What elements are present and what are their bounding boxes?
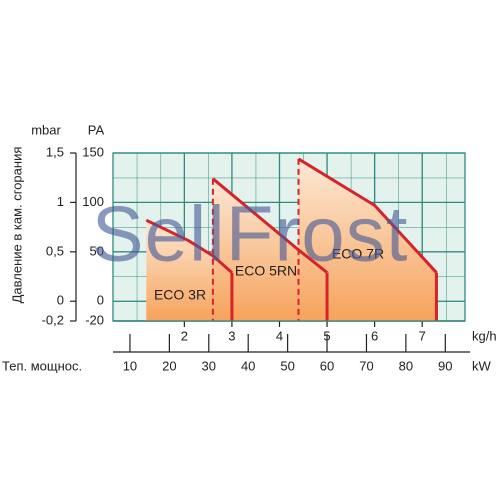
y-tick-label: 100 bbox=[82, 194, 104, 209]
y2-tick-label: 0,5 bbox=[46, 243, 64, 258]
series-label: ECO 3R bbox=[154, 287, 206, 303]
y-tick-label: -20 bbox=[85, 312, 104, 327]
x-unit: kg/h bbox=[472, 328, 497, 343]
x2-tick-label: 70 bbox=[359, 358, 373, 373]
y2-tick-label: 1 bbox=[57, 194, 64, 209]
y-axis-label: Давление в кам. сгорания bbox=[9, 147, 24, 304]
y2-tick-label: -0,2 bbox=[42, 312, 64, 327]
y-tick-label: 50 bbox=[90, 243, 104, 258]
area-fill bbox=[146, 220, 232, 321]
x2-tick-label: 30 bbox=[202, 358, 216, 373]
y2-tick-label: 0 bbox=[57, 293, 64, 308]
area-line bbox=[145, 218, 233, 274]
x2-tick-label: 10 bbox=[123, 358, 137, 373]
y2-tick-label: 1,5 bbox=[46, 144, 64, 159]
x-tick-label: 2 bbox=[181, 328, 188, 343]
x2-tick-label: 40 bbox=[241, 358, 255, 373]
x2-tick-label: 60 bbox=[320, 358, 334, 373]
x2-tick-label: 90 bbox=[438, 358, 452, 373]
x-tick-label: 6 bbox=[371, 328, 378, 343]
y-unit: PA bbox=[88, 122, 105, 137]
x-tick-label: 7 bbox=[419, 328, 426, 343]
y-tick-label: 150 bbox=[82, 144, 104, 159]
series-label: ECO 7R bbox=[332, 246, 384, 262]
y-tick-label: 0 bbox=[97, 293, 104, 308]
y2-unit: mbar bbox=[31, 122, 61, 137]
area-fill bbox=[298, 158, 437, 321]
x2-tick-label: 20 bbox=[162, 358, 176, 373]
area-line bbox=[211, 177, 328, 274]
series-label: ECO 5RN bbox=[235, 263, 297, 279]
watermark: SellFrost bbox=[92, 190, 409, 278]
plot-frame bbox=[112, 152, 466, 322]
area-line bbox=[297, 157, 438, 274]
x-tick-label: 4 bbox=[276, 328, 283, 343]
x2-tick-label: 50 bbox=[280, 358, 294, 373]
x2-unit: kW bbox=[472, 358, 492, 373]
x-tick-label: 3 bbox=[228, 328, 235, 343]
x-axis-label: Теп. мощнос. bbox=[2, 358, 82, 373]
x2-tick-label: 80 bbox=[399, 358, 413, 373]
